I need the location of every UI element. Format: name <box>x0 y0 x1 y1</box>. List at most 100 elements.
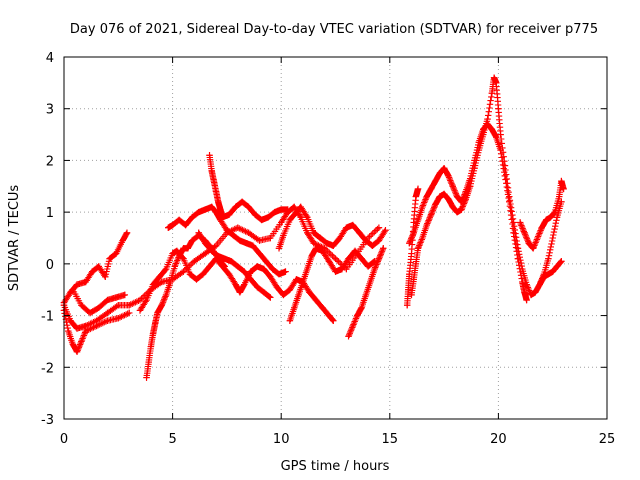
data-point <box>238 198 246 205</box>
data-point <box>236 237 244 244</box>
data-point <box>306 289 313 296</box>
data-point <box>410 276 417 283</box>
data-point <box>317 234 324 242</box>
data-point <box>195 208 202 216</box>
data-point <box>175 216 183 224</box>
satellite-track-15 <box>516 177 567 252</box>
data-point <box>195 229 202 237</box>
data-point <box>78 338 85 345</box>
data-point <box>73 281 81 288</box>
data-point <box>427 185 435 193</box>
data-point <box>345 255 352 262</box>
data-point <box>212 242 220 249</box>
data-point <box>297 203 304 211</box>
data-point <box>345 333 352 340</box>
data-point <box>73 325 81 332</box>
axis-ticks <box>63 56 608 420</box>
data-point <box>558 198 565 205</box>
data-point <box>212 188 220 195</box>
data-point <box>405 286 412 293</box>
data-point <box>249 242 257 249</box>
data-point <box>225 271 233 278</box>
data-point <box>488 126 496 133</box>
data-point <box>312 296 320 304</box>
data-point <box>545 255 552 262</box>
data-point <box>232 281 239 288</box>
data-point <box>453 193 461 200</box>
data-point <box>351 247 359 255</box>
data-point <box>260 289 268 296</box>
data-point <box>228 258 235 265</box>
y-tick-label: 2 <box>46 154 54 169</box>
data-point <box>304 214 311 221</box>
data-point <box>184 245 192 252</box>
data-point <box>371 265 378 273</box>
data-point <box>95 263 102 270</box>
data-point <box>264 214 272 221</box>
data-point <box>332 268 339 275</box>
data-point <box>147 343 155 350</box>
data-point <box>551 208 559 216</box>
data-point <box>325 312 333 319</box>
data-point <box>362 291 370 299</box>
data-point <box>169 221 176 229</box>
data-point <box>332 255 339 262</box>
data-point <box>73 348 81 355</box>
x-tick-label: 0 <box>60 432 68 447</box>
data-point <box>497 146 504 154</box>
data-point <box>453 208 461 216</box>
data-point <box>145 358 152 366</box>
data-point <box>125 302 133 309</box>
data-point <box>119 237 126 244</box>
data-point <box>408 291 415 299</box>
data-point <box>175 252 183 260</box>
y-tick-label: -2 <box>41 361 54 376</box>
data-point <box>219 214 226 221</box>
satellite-track-10 <box>275 203 389 252</box>
data-point <box>408 250 415 257</box>
data-point <box>215 198 222 205</box>
data-point <box>432 201 439 208</box>
data-point <box>158 278 165 286</box>
data-point <box>540 271 548 278</box>
data-point <box>260 265 268 273</box>
data-point <box>403 302 411 309</box>
data-point <box>201 206 209 213</box>
y-tick-label: 1 <box>46 206 54 221</box>
data-point <box>527 291 535 299</box>
data-point <box>462 188 470 195</box>
data-point <box>193 276 200 283</box>
data-point <box>375 224 383 231</box>
data-point <box>180 255 187 262</box>
data-point <box>423 221 430 229</box>
data-point <box>247 268 254 275</box>
data-point <box>410 229 417 237</box>
data-point <box>267 273 274 280</box>
data-point <box>423 193 430 200</box>
satellite-track-16 <box>536 198 565 288</box>
data-point <box>115 302 122 309</box>
data-point <box>275 245 283 252</box>
data-point <box>269 265 276 273</box>
data-point <box>293 208 300 216</box>
data-point <box>440 190 448 198</box>
data-point <box>208 203 215 211</box>
data-point <box>241 281 248 288</box>
satellite-track-11 <box>286 245 378 324</box>
data-point <box>82 278 89 286</box>
data-point <box>286 317 294 324</box>
data-point <box>93 322 100 330</box>
data-point <box>493 133 500 141</box>
data-point <box>154 309 161 317</box>
data-point <box>343 224 350 231</box>
data-point <box>115 314 122 322</box>
data-point <box>243 239 250 247</box>
data-point <box>475 139 483 146</box>
data-point <box>89 268 96 275</box>
data-point <box>382 227 389 234</box>
data-point <box>169 250 176 257</box>
data-point <box>497 131 504 138</box>
data-point <box>156 273 163 280</box>
data-point <box>412 193 420 200</box>
plus-markers <box>69 286 128 317</box>
